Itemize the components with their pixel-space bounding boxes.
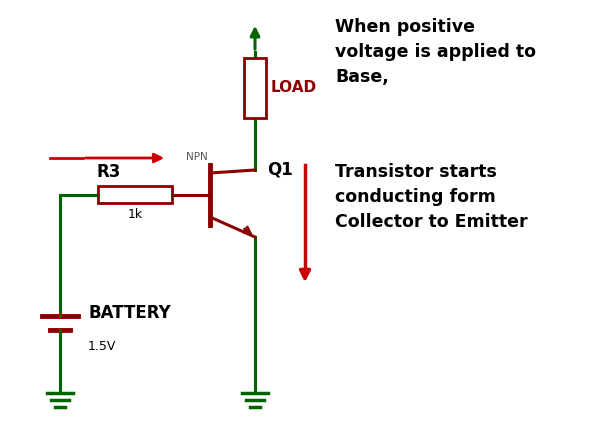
Text: R3: R3 [96, 163, 121, 181]
Text: NPN: NPN [186, 152, 208, 162]
Bar [98, 187, 172, 203]
Text: Transistor starts
conducting form
Collector to Emitter: Transistor starts conducting form Collec… [335, 163, 527, 231]
Bar [244, 58, 266, 118]
Text: When positive
voltage is applied to
Base,: When positive voltage is applied to Base… [335, 18, 536, 86]
Text: LOAD: LOAD [271, 81, 317, 96]
Text: 1k: 1k [127, 209, 143, 222]
Text: 1.5V: 1.5V [88, 340, 116, 353]
Text: BATTERY: BATTERY [88, 304, 171, 322]
Text: Q1: Q1 [267, 161, 293, 179]
